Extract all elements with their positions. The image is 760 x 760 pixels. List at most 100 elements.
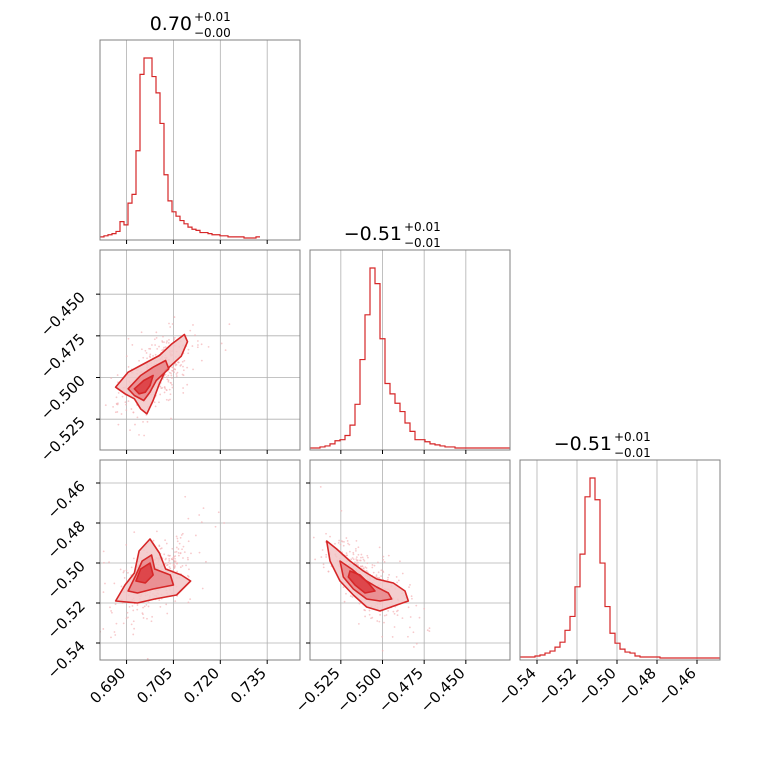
scatter-point xyxy=(142,606,144,609)
scatter-point xyxy=(174,368,176,371)
scatter-point xyxy=(308,592,310,594)
scatter-point xyxy=(396,614,399,617)
scatter-point xyxy=(123,570,125,572)
scatter-point xyxy=(357,561,360,564)
scatter-point xyxy=(397,609,399,612)
scatter-point xyxy=(322,566,325,569)
scatter-point xyxy=(171,369,173,372)
scatter-point xyxy=(358,602,361,605)
scatter-point xyxy=(170,372,172,375)
scatter-point xyxy=(177,548,180,550)
scatter-point xyxy=(322,563,325,566)
scatter-point xyxy=(127,400,130,403)
scatter-point xyxy=(140,331,143,334)
scatter-point xyxy=(143,605,146,608)
scatter-point xyxy=(378,576,381,579)
scatter-point xyxy=(320,556,323,558)
scatter-point xyxy=(163,341,165,344)
scatter-point xyxy=(181,548,183,551)
scatter-point xyxy=(339,543,342,546)
scatter-point xyxy=(115,396,118,399)
scatter-point xyxy=(349,595,352,597)
scatter-point xyxy=(175,363,178,366)
scatter-point xyxy=(132,633,135,636)
scatter-point xyxy=(114,411,117,414)
scatter-point xyxy=(382,571,385,573)
scatter-point xyxy=(366,554,369,557)
scatter-point xyxy=(180,364,183,366)
scatter-point xyxy=(166,563,169,566)
scatter-point xyxy=(164,387,167,390)
scatter-point xyxy=(114,634,117,636)
scatter-point xyxy=(397,579,400,582)
contour-level-2 xyxy=(133,374,154,395)
scatter-point xyxy=(125,355,128,358)
scatter-point xyxy=(451,663,453,665)
scatter-point xyxy=(148,355,151,358)
scatter-point xyxy=(176,537,179,540)
scatter-point xyxy=(104,404,107,407)
scatter-point xyxy=(182,365,184,368)
scatter-point xyxy=(142,617,145,619)
scatter-point xyxy=(205,560,207,563)
scatter-point xyxy=(169,393,172,396)
scatter-point xyxy=(165,341,168,344)
scatter-point xyxy=(375,575,378,578)
histogram-1 xyxy=(310,267,510,449)
scatter-point xyxy=(122,571,125,574)
scatter-point xyxy=(167,341,170,344)
x-tick-label: −0.525 xyxy=(292,664,344,716)
scatter-point xyxy=(117,423,120,426)
scatter-point xyxy=(409,616,412,618)
scatter-point xyxy=(346,554,348,557)
scatter-point xyxy=(357,622,360,625)
scatter-point xyxy=(130,566,133,569)
panel-title-plus: +0.01 xyxy=(614,430,651,444)
scatter-point xyxy=(304,552,306,554)
scatter-point xyxy=(169,398,171,401)
x-tick-label: −0.52 xyxy=(535,664,580,709)
scatter-point xyxy=(177,554,180,557)
scatter-point xyxy=(162,348,165,351)
scatter-point xyxy=(217,511,220,514)
scatter-point xyxy=(154,344,157,346)
scatter-point xyxy=(144,349,147,352)
scatter-point xyxy=(188,568,190,571)
x-tick-label: 0.720 xyxy=(180,664,223,707)
x-tick-label: −0.48 xyxy=(615,664,660,709)
scatter-point xyxy=(121,602,124,604)
scatter-point xyxy=(124,401,127,404)
scatter-point xyxy=(165,376,168,379)
contour-level-2 xyxy=(135,562,154,584)
scatter-point xyxy=(176,540,179,543)
scatter-point xyxy=(387,576,389,579)
scatter-point xyxy=(223,522,226,524)
scatter-point xyxy=(190,552,192,555)
scatter-point xyxy=(174,557,176,560)
scatter-point xyxy=(312,536,315,539)
scatter-point xyxy=(154,353,157,356)
scatter-point xyxy=(355,540,358,542)
scatter-point xyxy=(304,567,306,569)
scatter-point xyxy=(388,573,390,576)
scatter-point xyxy=(117,392,120,394)
panel-title-minus: −0.00 xyxy=(194,26,231,40)
scatter-point xyxy=(129,429,131,432)
scatter-point xyxy=(383,621,385,624)
scatter-point xyxy=(111,611,113,614)
scatter-point xyxy=(146,657,149,660)
scatter-point xyxy=(407,635,409,638)
scatter-point xyxy=(147,601,150,604)
scatter-point xyxy=(103,561,105,564)
scatter-point xyxy=(360,553,363,556)
scatter-point xyxy=(366,562,369,565)
scatter-point xyxy=(314,558,317,561)
scatter-point xyxy=(173,336,176,339)
scatter-point xyxy=(175,373,178,375)
scatter-point xyxy=(166,378,169,381)
scatter-point xyxy=(372,571,375,574)
scatter-point xyxy=(371,564,374,566)
scatter-point xyxy=(164,539,167,542)
scatter-point xyxy=(125,569,128,572)
